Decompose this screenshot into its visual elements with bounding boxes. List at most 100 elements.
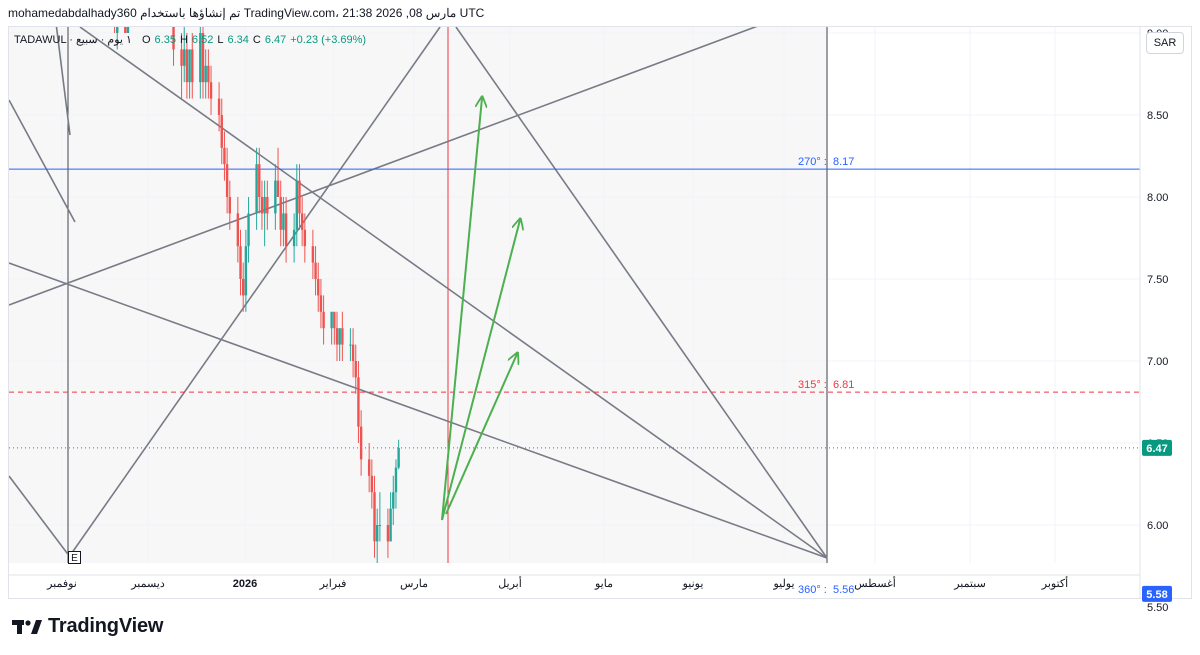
- gann-line: [9, 475, 71, 558]
- y-tick-label: 5.50: [1147, 602, 1168, 614]
- x-tick-label: فبراير: [319, 578, 347, 590]
- legend-close-label: C: [252, 33, 261, 46]
- candle-body: [322, 311, 325, 329]
- candle-body: [260, 197, 264, 214]
- candle-body: [113, 0, 115, 17]
- chart-grid: [9, 27, 1140, 563]
- candle-body: [201, 33, 205, 83]
- candle-body: [394, 467, 398, 493]
- candle-body: [354, 361, 357, 378]
- e-marker[interactable]: E: [68, 551, 81, 564]
- level-angle-label: 270° :: [798, 156, 827, 168]
- candle-body: [263, 197, 266, 214]
- candle-body: [284, 213, 288, 247]
- candle-body: [378, 525, 382, 526]
- chart-header: mohamedabdalhady360 تم إنشاؤها باستخدام …: [8, 6, 485, 20]
- y-tick-label: 8.50: [1147, 110, 1168, 122]
- candle-body: [367, 459, 371, 476]
- y-tick-label: 7.50: [1147, 274, 1168, 286]
- x-tick-label: أغسطس: [854, 576, 896, 590]
- x-tick-label: أبريل: [498, 576, 522, 590]
- candle-body: [311, 246, 315, 263]
- gann-line: [9, 262, 828, 559]
- gann-line: [9, 27, 758, 306]
- level-value-label: 6.81: [833, 379, 854, 391]
- x-tick-label: 2026: [233, 578, 257, 590]
- candle-body: [247, 213, 250, 247]
- candle-body: [191, 49, 194, 83]
- candle-body: [370, 475, 374, 493]
- candle-body: [349, 344, 352, 346]
- gann-line: [9, 99, 76, 223]
- candle-body: [223, 147, 226, 165]
- candle-body: [217, 98, 221, 115]
- candle-body: [124, 27, 127, 33]
- projection-arrow: [441, 98, 482, 521]
- candle-body: [183, 49, 186, 66]
- candle-body: [225, 164, 229, 197]
- gann-line: [68, 27, 441, 558]
- legend-change: +0.23 (+3.69%): [290, 33, 367, 46]
- candle-body: [298, 180, 301, 214]
- level-value-label: 8.17: [833, 156, 854, 168]
- candle-body: [303, 229, 307, 247]
- candle-body: [314, 262, 317, 279]
- candle-body: [204, 65, 207, 83]
- legend-high: 6.52: [191, 33, 214, 46]
- legend-low: 6.34: [227, 33, 249, 46]
- x-tick-label: يوليو: [772, 578, 794, 590]
- candle-body: [335, 328, 339, 345]
- y-tick-label: 6.00: [1147, 520, 1168, 532]
- candle-body: [276, 180, 280, 197]
- candle-body: [207, 65, 210, 83]
- y-tick-label: 8.00: [1147, 192, 1168, 204]
- legend-high-label: H: [179, 33, 188, 46]
- candle-body: [258, 164, 261, 197]
- candle-body: [376, 525, 379, 542]
- candle-body: [333, 311, 336, 329]
- x-tick-label: نوفمبر: [46, 578, 77, 590]
- legend-open: 6.35: [154, 33, 176, 46]
- candle-body: [242, 279, 245, 296]
- legend-symbol[interactable]: TADAWUL · ١ يوم · سبيع: [14, 34, 132, 46]
- candle-body: [282, 213, 285, 230]
- price-badge-label: 6.47: [1146, 443, 1167, 455]
- x-tick-label: سبتمبر: [953, 578, 986, 590]
- x-tick-label: مايو: [594, 578, 613, 590]
- legend-close: 6.47: [264, 33, 287, 46]
- tradingview-logo-icon: [12, 619, 42, 634]
- gann-line: [455, 27, 828, 559]
- candle-body: [341, 328, 344, 345]
- candle-body: [172, 27, 175, 50]
- candle-body: [228, 197, 231, 214]
- candle-body: [180, 49, 183, 66]
- legend-open-label: O: [141, 33, 151, 46]
- candle-body: [126, 27, 130, 33]
- candle-body: [300, 213, 304, 230]
- candle-body: [386, 525, 390, 542]
- candle-body: [351, 344, 355, 361]
- currency-button[interactable]: SAR: [1146, 32, 1184, 54]
- candle-body: [359, 426, 363, 460]
- candle-body: [392, 492, 395, 509]
- tradingview-logo-text: TradingView: [48, 615, 164, 637]
- x-tick-label: مارس: [400, 578, 428, 590]
- ohlc-legend: TADAWUL · ١ يوم · سبيع O 6.35 H 6.52 L 6.34…: [14, 33, 367, 47]
- chart-frame: [8, 26, 1192, 599]
- level-angle-label: 360° :: [798, 584, 827, 596]
- candle-body: [279, 197, 282, 230]
- projection-arrow: [441, 220, 520, 521]
- history-shade: [9, 27, 828, 563]
- candle-body: [292, 229, 296, 247]
- gann-line: [55, 27, 71, 136]
- candle-body: [317, 279, 320, 296]
- candle-body: [330, 311, 333, 329]
- candle-body: [295, 180, 298, 230]
- tradingview-logo[interactable]: TradingView: [12, 615, 163, 638]
- e-marker-label: E: [71, 553, 78, 564]
- candle-body: [266, 197, 269, 214]
- price-badge: [1142, 585, 1172, 602]
- candle-body: [319, 295, 323, 312]
- time-axis: نوفمبر ديسمبر 2026 فبراير مارس أبريل مايو يونيو…: [9, 574, 1140, 590]
